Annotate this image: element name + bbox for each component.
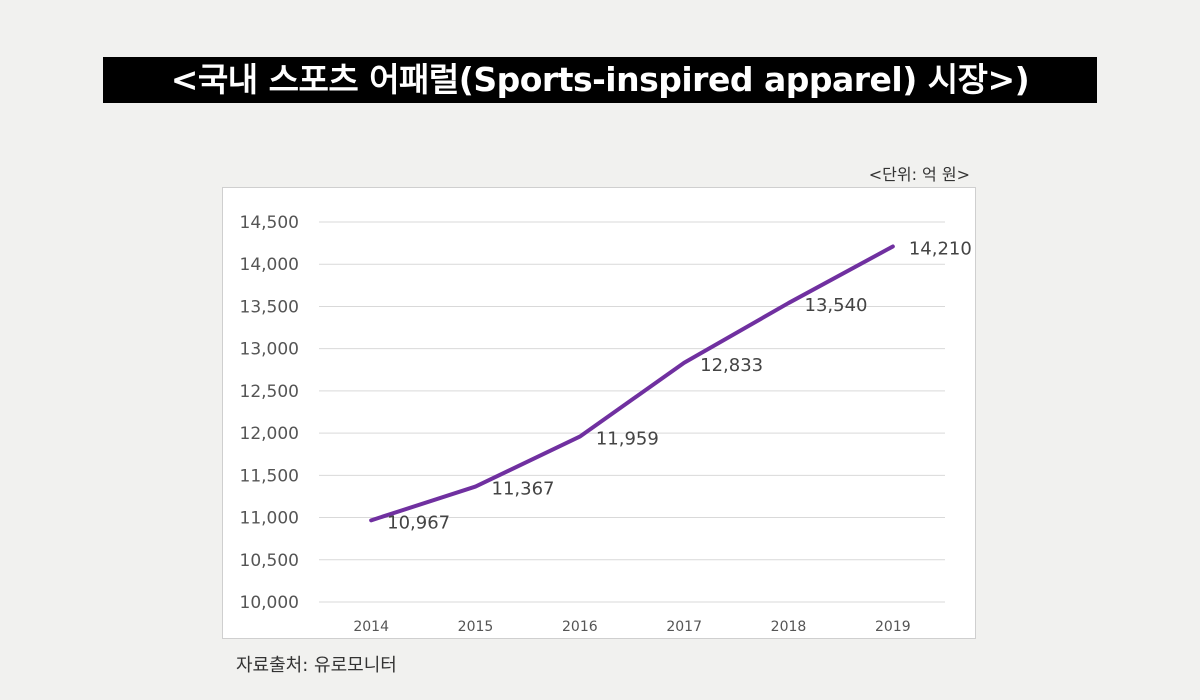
data-label: 10,967 — [387, 512, 450, 533]
x-tick-label: 2014 — [353, 619, 389, 635]
y-tick-label: 13,000 — [240, 340, 299, 360]
y-tick-label: 14,000 — [240, 255, 299, 275]
chart-area: 10,000 10,500 11,000 11,500 12,000 12,500 13,0… — [222, 187, 976, 639]
x-tick-label: 2018 — [771, 619, 807, 635]
chart-title: <국내 스포츠 어패럴(Sports-inspired apparel) 시장>… — [103, 57, 1097, 103]
data-label: 11,959 — [596, 429, 659, 450]
data-label: 14,210 — [909, 238, 972, 259]
source-note: 자료출처: 유로모니터 — [236, 655, 397, 676]
x-tick-label: 2019 — [875, 619, 911, 635]
y-tick-label: 13,500 — [240, 297, 299, 317]
data-label: 11,367 — [492, 479, 555, 500]
y-tick-label: 10,000 — [240, 593, 299, 613]
x-tick-label: 2015 — [458, 619, 494, 635]
y-tick-label: 12,500 — [240, 382, 299, 402]
x-tick-label: 2017 — [666, 619, 702, 635]
line-chart: 10,000 10,500 11,000 11,500 12,000 12,500 13,0… — [240, 213, 972, 635]
x-tick-label: 2016 — [562, 619, 598, 635]
y-tick-label: 11,000 — [240, 509, 299, 529]
y-tick-label: 11,500 — [240, 466, 299, 486]
unit-label: <단위: 억 원> — [868, 165, 970, 184]
series-line — [369, 244, 895, 523]
data-label: 12,833 — [700, 355, 763, 376]
y-tick-label: 10,500 — [240, 551, 299, 571]
y-tick-label: 14,500 — [240, 213, 299, 233]
data-label: 13,540 — [805, 295, 868, 316]
y-tick-label: 12,000 — [240, 424, 299, 444]
